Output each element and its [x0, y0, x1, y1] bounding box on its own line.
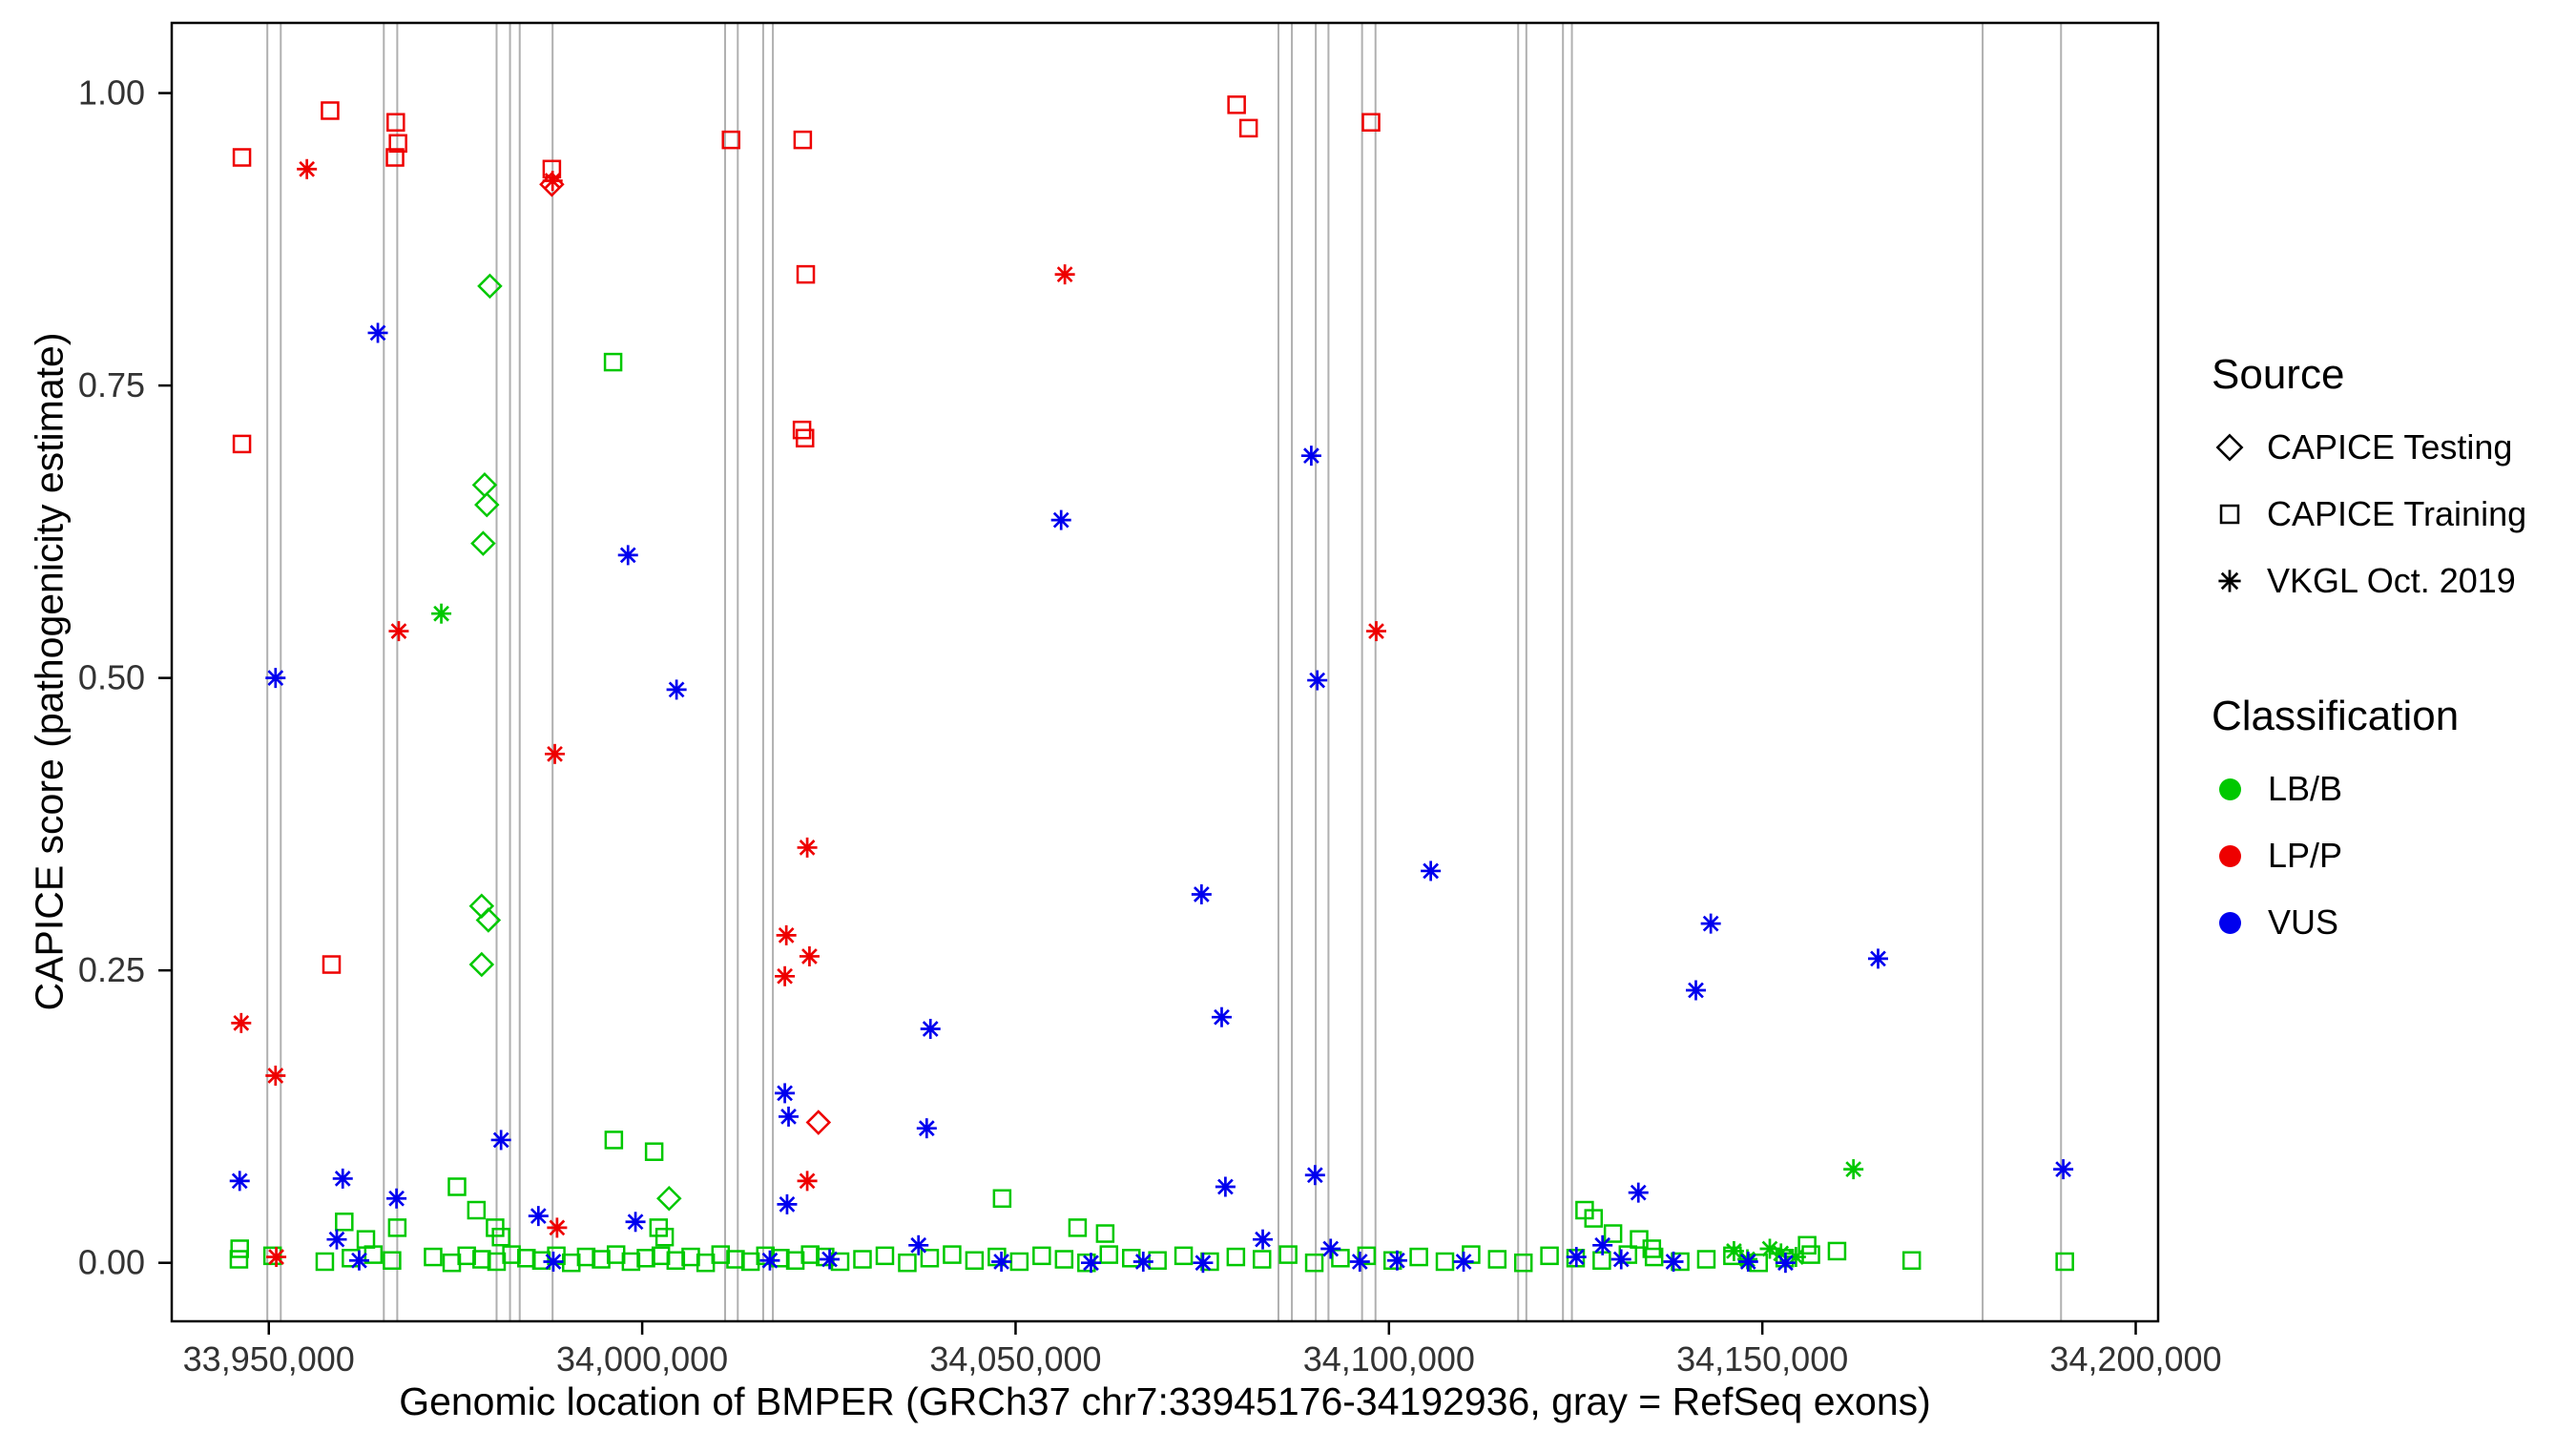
- svg-text:0.50: 0.50: [78, 658, 145, 697]
- svg-text:0.75: 0.75: [78, 365, 145, 404]
- legend-classification-block: Classification LB/B LP/P VUS: [2212, 693, 2526, 943]
- square-icon: [2219, 504, 2240, 525]
- svg-text:34,100,000: 34,100,000: [1303, 1339, 1475, 1379]
- svg-text:33,950,000: 33,950,000: [183, 1339, 355, 1379]
- svg-text:34,200,000: 34,200,000: [2049, 1339, 2221, 1379]
- svg-text:1.00: 1.00: [78, 73, 145, 113]
- vus-color-dot-icon: [2219, 911, 2241, 934]
- legend: Source CAPICE Testing CAPICE Training: [2212, 351, 2526, 969]
- legend-source-block: Source CAPICE Testing CAPICE Training: [2212, 351, 2526, 601]
- legend-item-capice-training: CAPICE Training: [2212, 494, 2526, 534]
- svg-text:34,150,000: 34,150,000: [1676, 1339, 1848, 1379]
- legend-item-capice-testing: CAPICE Testing: [2212, 427, 2526, 467]
- legend-source-title: Source: [2212, 351, 2345, 398]
- legend-label: VKGL Oct. 2019: [2267, 561, 2516, 600]
- legend-label: LP/P: [2268, 836, 2343, 875]
- x-axis-title: Genomic location of BMPER (GRCh37 chr7:3…: [399, 1379, 1931, 1423]
- lbb-color-dot-icon: [2219, 778, 2241, 800]
- y-axis-title: CAPICE score (pathogenicity estimate): [27, 332, 72, 1011]
- diamond-icon: [2215, 433, 2244, 462]
- legend-item-lbb: LB/B: [2212, 769, 2526, 809]
- svg-text:34,050,000: 34,050,000: [929, 1339, 1101, 1379]
- svg-text:0.25: 0.25: [78, 950, 145, 989]
- lpp-color-dot-icon: [2219, 844, 2241, 867]
- svg-text:34,000,000: 34,000,000: [556, 1339, 728, 1379]
- legend-item-vkgl: VKGL Oct. 2019: [2212, 561, 2526, 601]
- legend-label: CAPICE Testing: [2267, 427, 2513, 467]
- asterisk-icon: [2218, 570, 2241, 592]
- legend-item-lpp: LP/P: [2212, 836, 2526, 876]
- legend-label: LB/B: [2268, 769, 2343, 808]
- legend-label: CAPICE Training: [2267, 494, 2527, 533]
- legend-classification-title: Classification: [2212, 693, 2460, 739]
- svg-text:0.00: 0.00: [78, 1243, 145, 1282]
- legend-label: VUS: [2268, 902, 2339, 942]
- legend-item-vus: VUS: [2212, 902, 2526, 943]
